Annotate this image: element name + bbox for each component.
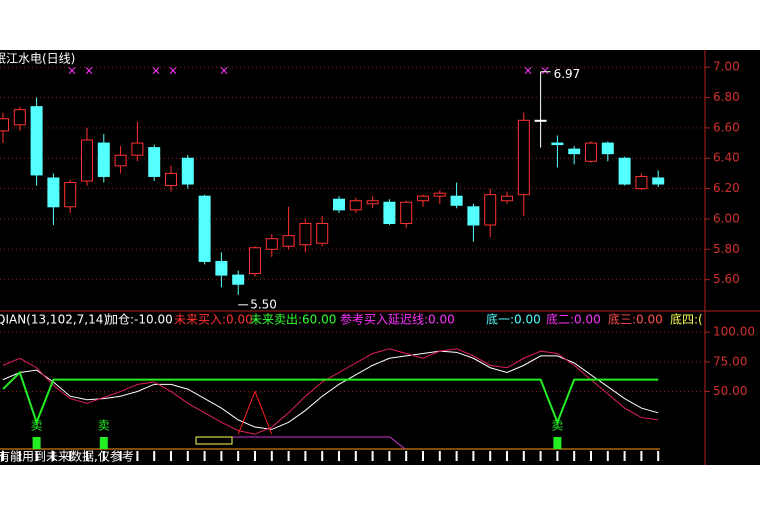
candle-body [299,222,312,246]
y-tick-label: 6.80 [713,90,740,104]
legend-entry: 底一:0.00 [486,312,541,327]
candle-body [181,157,194,185]
indicator-line [2,370,659,426]
y-tick-label: 75.00 [713,354,747,368]
top-signal: × [219,64,229,78]
legend-entry: 底二:0.00 [546,312,601,327]
candle-body [366,200,379,205]
candle-body [417,195,429,202]
indicator-title: QIAN(13,102,7,14) [0,313,108,327]
candle-body [450,195,463,206]
legend-entry: 底四:( [670,312,703,327]
sell-bar [32,437,41,449]
top-signals: × × × × × × × [67,64,550,78]
top-signal: × [151,64,161,78]
candle-body [47,177,60,208]
y-tick-label: 5.80 [713,242,740,256]
candle-body [215,260,228,276]
candle-body [484,194,497,226]
high-label: 6.97 [554,67,581,81]
candle-body [97,142,110,177]
candle-body [635,175,648,190]
candle-body [81,139,93,182]
top-signal: × [540,64,550,78]
candle-body [282,235,295,247]
candle-body [114,154,127,167]
candle-body [13,109,26,126]
y-tick-label: 100.00 [713,325,755,339]
y-tick-label: 6.20 [713,181,740,195]
candle-body [232,274,245,285]
indicator-line [2,348,659,435]
candle-body [517,119,530,196]
sell-label: 卖 [31,419,43,433]
candle-body [249,247,261,275]
y-tick-label: 50.00 [713,384,747,398]
signal-box [195,436,233,445]
candle-body [383,201,396,224]
candle-body [349,200,362,211]
top-signal: × [523,64,533,78]
top-signal: × [67,64,77,78]
y-tick-label: 7.00 [713,60,740,74]
candle-body [64,182,77,208]
legend-entry: 底三:0.00 [608,312,663,327]
y-tick-label: 6.60 [713,120,740,134]
candle-body [400,201,413,224]
candle-body [165,172,177,187]
legend-entry: 参考买入延迟线:0.00 [340,312,455,327]
candle-body [618,157,631,185]
top-signal: × [84,64,94,78]
sell-label: 卖 [551,419,563,433]
sell-label: 卖 [98,419,110,433]
candle-body [0,118,9,132]
legend-entry: 未来卖出:60.00 [250,313,336,327]
candle-body [501,195,513,202]
indicator-line [237,390,273,435]
candle-body [131,142,144,156]
chart-title: 岷江水电(日线) [0,51,75,66]
delay-line [230,436,406,450]
y-tick-label: 6.00 [713,211,740,225]
y-tick-label: 5.60 [713,272,740,286]
chart-background [0,50,760,465]
legend-entry: 未来买入:0.00 [174,313,253,327]
candle-body [433,192,446,197]
candle-body [585,142,597,162]
candle-body [333,198,345,211]
candle-body [534,119,547,122]
candle-body [551,142,564,146]
low-label: 5.50 [250,297,277,311]
sell-bar [99,437,108,449]
candle-body [601,142,614,155]
candle-body [198,195,211,262]
footnote: 有能用到未来数据,仅参考 [0,449,134,464]
candle-body [148,147,161,177]
candle-body [265,238,278,250]
candle-body [568,148,581,155]
candle-body [316,222,329,244]
candle-body [467,206,480,226]
indicator-line [2,350,659,430]
candle-body [30,106,43,176]
top-signal: × [168,64,178,78]
legend-entry: 加仓:-10.00 [106,313,173,327]
candle-body [652,177,665,185]
y-tick-label: 6.40 [713,151,740,165]
sell-bar [553,437,562,449]
